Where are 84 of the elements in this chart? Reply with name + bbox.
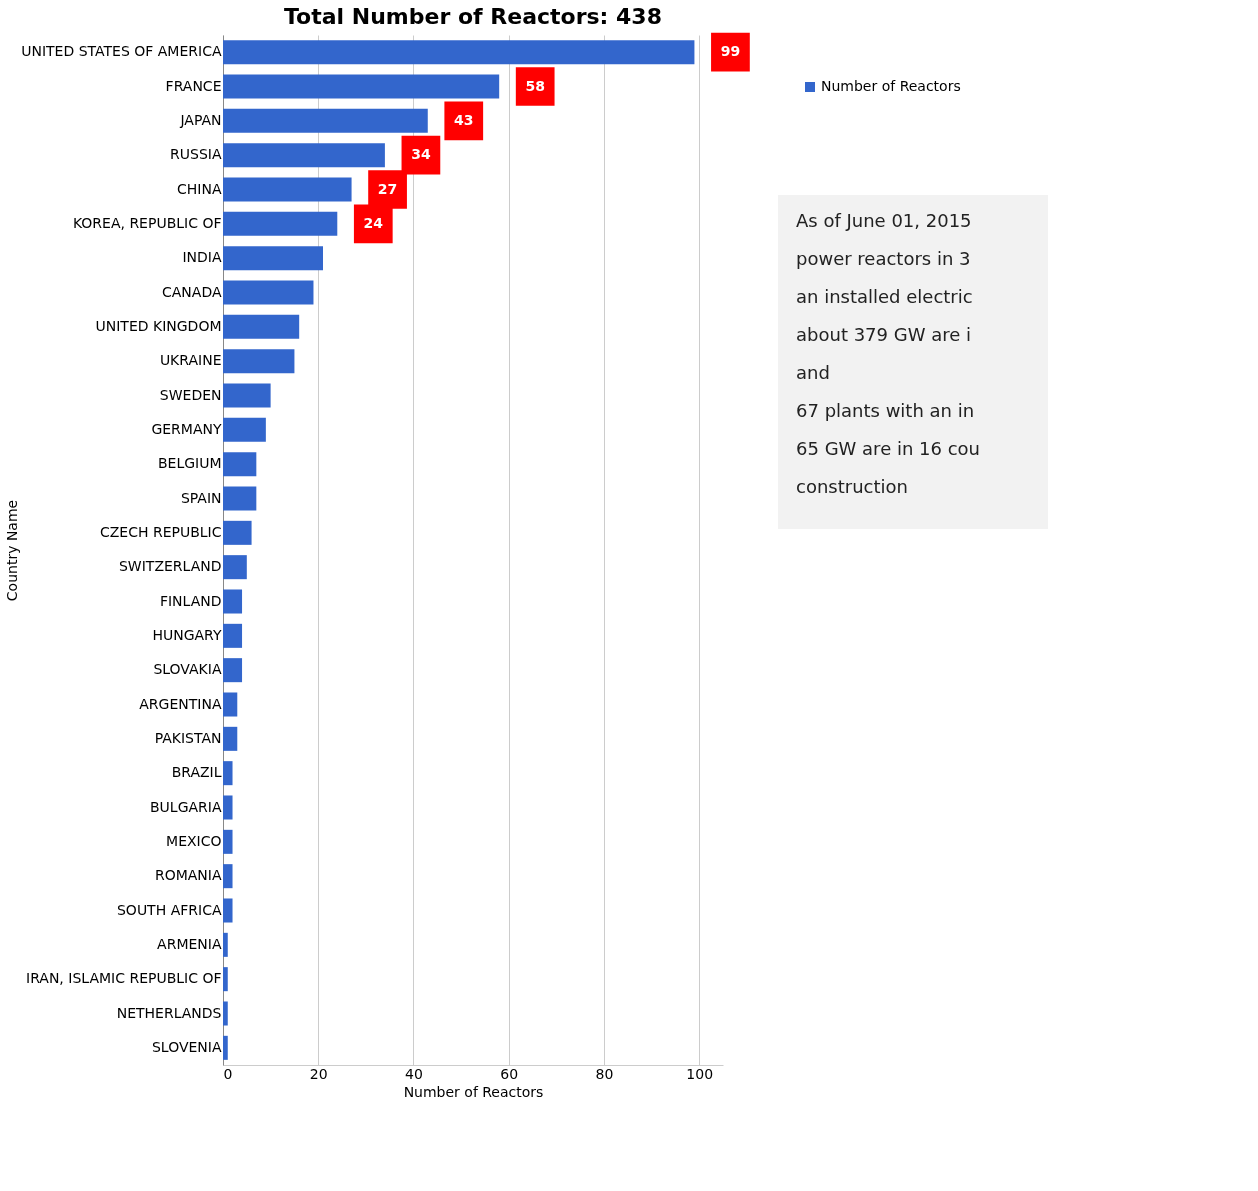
bar: [223, 692, 238, 717]
x-tick-label: 100: [686, 1065, 714, 1082]
bar: [223, 452, 257, 477]
y-tick-label: BELGIUM: [157, 455, 222, 472]
y-tick-label: HUNGARY: [152, 626, 222, 643]
bar: [223, 383, 271, 408]
y-tick-label: JAPAN: [179, 111, 222, 128]
text: As of June 01, 2015: [796, 210, 972, 231]
bar: [223, 314, 300, 339]
bar: [223, 246, 323, 271]
data-label: 58: [525, 77, 545, 94]
text: power reactors in 3: [796, 248, 971, 269]
y-tick-label: CZECH REPUBLIC: [99, 523, 222, 540]
data-label: 34: [411, 146, 431, 163]
bar: [223, 898, 233, 923]
y-tick-label: BRAZIL: [171, 764, 222, 781]
y-tick-label: FINLAND: [159, 592, 222, 609]
x-tick-label: 80: [595, 1065, 614, 1082]
data-label: 99: [720, 43, 741, 60]
x-tick-label: 0: [223, 1065, 233, 1082]
x-tick-label: 20: [309, 1065, 328, 1082]
legend-label: Number of Reactors: [821, 78, 961, 94]
bar: [223, 726, 238, 751]
text: and: [796, 362, 830, 383]
text: construction: [796, 476, 908, 497]
y-tick-label: UNITED STATES OF AMERICA: [21, 43, 222, 60]
bar: [223, 349, 295, 374]
bar: [223, 795, 233, 820]
bar: [223, 143, 385, 168]
y-tick-label: ROMANIA: [154, 867, 222, 884]
y-tick-label: ARGENTINA: [139, 695, 222, 712]
bar: [223, 829, 233, 854]
y-tick-label: SWEDEN: [159, 386, 222, 403]
bar: [223, 1035, 228, 1060]
y-tick-label: CHINA: [177, 180, 222, 197]
y-tick-label: GERMANY: [151, 420, 222, 437]
bar: [223, 486, 257, 511]
y-tick-label: FRANCE: [165, 77, 222, 94]
y-tick-label: UNITED KINGDOM: [95, 317, 222, 334]
y-tick-label: ARMENIA: [157, 935, 222, 952]
bar: [223, 623, 243, 648]
x-axis-title: Number of Reactors: [403, 1083, 544, 1100]
bar: [223, 864, 233, 889]
chart-title: Total Number of Reactors: 438: [284, 3, 662, 29]
text: an installed electric: [796, 286, 973, 307]
bar: [223, 74, 500, 99]
bar: [223, 280, 314, 305]
y-tick-label: SLOVAKIA: [153, 661, 222, 678]
x-tick-label: 60: [500, 1065, 519, 1082]
y-axis-title: Country Name: [3, 499, 20, 602]
bar: [223, 108, 428, 133]
y-tick-label: SLOVENIA: [151, 1038, 222, 1055]
y-tick-label: PAKISTAN: [154, 729, 222, 746]
y-tick-label: SWITZERLAND: [118, 558, 222, 575]
bar: [223, 658, 243, 683]
bar: [223, 761, 233, 786]
y-tick-label: IRAN, ISLAMIC REPUBLIC OF: [26, 970, 222, 987]
text: about 379 GW are i: [796, 324, 972, 345]
y-tick-label: CANADA: [161, 283, 222, 300]
bar: [223, 555, 247, 580]
y-tick-label: BULGARIA: [149, 798, 222, 815]
text: 65 GW are in 16 cou: [796, 438, 980, 459]
y-tick-label: KOREA, REPUBLIC OF: [72, 214, 222, 231]
y-tick-label: RUSSIA: [170, 146, 222, 163]
y-tick-label: SPAIN: [180, 489, 222, 506]
bar: [223, 211, 338, 236]
bar: [223, 967, 228, 992]
x-tick-label: 40: [405, 1065, 423, 1082]
bar: [223, 177, 352, 202]
bar: [223, 932, 228, 957]
y-tick-label: UKRAINE: [159, 352, 222, 369]
bar: [223, 417, 266, 442]
bar: [223, 1001, 228, 1026]
y-tick-label: SOUTH AFRICA: [116, 901, 222, 918]
y-tick-label: MEXICO: [166, 832, 222, 849]
y-tick-label: NETHERLANDS: [116, 1004, 222, 1021]
bar: [223, 40, 695, 65]
data-label: 43: [454, 111, 474, 128]
y-tick-label: INDIA: [182, 249, 222, 266]
text: 67 plants with an in: [796, 400, 975, 421]
data-label: 27: [377, 180, 398, 197]
data-label: 24: [363, 214, 384, 231]
bar: [223, 589, 243, 614]
bar: [223, 520, 252, 545]
